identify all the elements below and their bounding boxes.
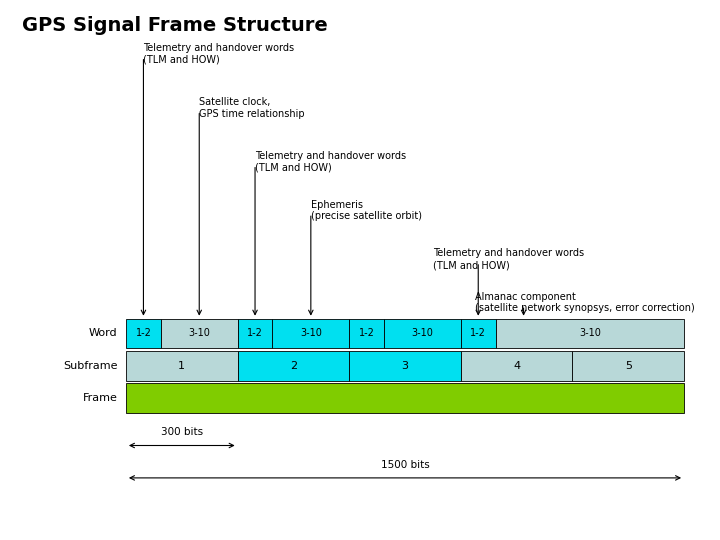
Bar (238, 319, 272, 348)
Text: 3-10: 3-10 (412, 328, 433, 339)
Text: 4: 4 (513, 361, 520, 371)
Text: Telemetry and handover words
(TLM and HOW): Telemetry and handover words (TLM and HO… (255, 151, 406, 173)
Text: Telemetry and handover words
(TLM and HOW): Telemetry and handover words (TLM and HO… (143, 43, 294, 65)
Text: Frame: Frame (83, 393, 117, 403)
Bar (349, 351, 461, 381)
Text: 3-10: 3-10 (300, 328, 322, 339)
Text: Telemetry and handover words
(TLM and HOW): Telemetry and handover words (TLM and HO… (433, 248, 584, 270)
Bar (384, 319, 461, 348)
Bar (161, 319, 238, 348)
Text: 2: 2 (290, 361, 297, 371)
Text: Word: Word (89, 328, 117, 339)
Text: GPS Signal Frame Structure: GPS Signal Frame Structure (22, 16, 328, 35)
Bar (272, 319, 349, 348)
Bar (461, 319, 495, 348)
Text: 1: 1 (179, 361, 185, 371)
Text: Subframe: Subframe (63, 361, 117, 371)
Text: 300 bits: 300 bits (161, 427, 203, 437)
Bar (126, 351, 238, 381)
Bar (238, 351, 349, 381)
Text: Ephemeris
(precise satellite orbit): Ephemeris (precise satellite orbit) (311, 200, 422, 221)
Text: 3-10: 3-10 (189, 328, 210, 339)
Text: 3-10: 3-10 (579, 328, 600, 339)
Text: 1-2: 1-2 (359, 328, 374, 339)
Text: 3: 3 (402, 361, 408, 371)
Text: Satellite clock,
GPS time relationship: Satellite clock, GPS time relationship (199, 97, 305, 119)
Bar (461, 351, 572, 381)
Text: 1-2: 1-2 (247, 328, 263, 339)
Bar (126, 383, 684, 413)
Bar (349, 319, 384, 348)
Bar (572, 351, 684, 381)
Text: 5: 5 (625, 361, 631, 371)
Bar (495, 319, 684, 348)
Text: 1-2: 1-2 (135, 328, 151, 339)
Bar (126, 319, 161, 348)
Text: Almanac component
(satellite network synopsys, error correction): Almanac component (satellite network syn… (474, 292, 695, 313)
Text: 1-2: 1-2 (470, 328, 486, 339)
Text: 1500 bits: 1500 bits (381, 460, 429, 470)
